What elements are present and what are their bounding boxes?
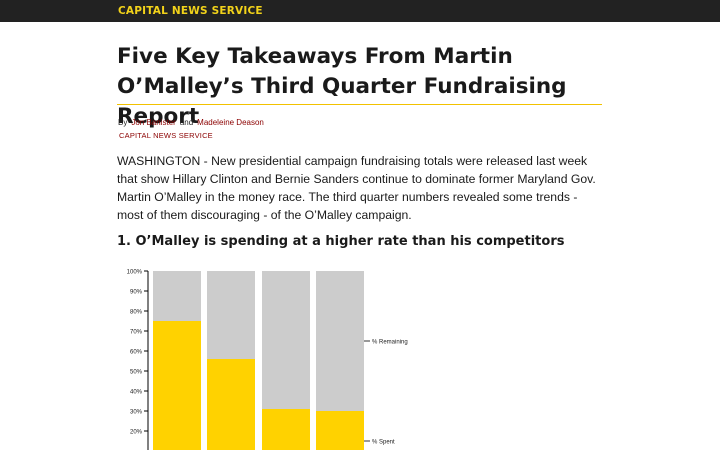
spending-chart: 100% 90% 80% 70% 60% 50% 40% 30% 20% % Remaining%… <box>127 270 408 450</box>
y-tick-label: 50% <box>130 370 143 376</box>
bar-remaining <box>207 271 255 359</box>
author-link-1[interactable]: Jon Banister <box>131 118 176 127</box>
y-tick-label: 20% <box>130 430 143 436</box>
legend-label-remaining: % Remaining <box>372 340 408 346</box>
article-lede: WASHINGTON - New presidential campaign f… <box>117 154 596 222</box>
section-heading: 1. O’Malley is spending at a higher rate… <box>117 234 565 249</box>
y-tick-label: 40% <box>130 390 143 396</box>
y-tick-label: 100% <box>127 270 143 276</box>
bar-remaining <box>316 271 364 411</box>
outlet-link[interactable]: CAPITAL NEWS SERVICE <box>119 131 213 140</box>
byline-and: and <box>179 118 194 127</box>
bar-spent <box>207 359 255 450</box>
bar-remaining <box>262 271 310 409</box>
bar-spent <box>153 321 201 450</box>
y-tick-label: 80% <box>130 310 143 316</box>
byline: By Jon Banister and Madeleine Deason <box>118 118 268 127</box>
byline-prefix: By <box>118 118 128 127</box>
bar-spent <box>262 409 310 450</box>
author-link-2[interactable]: Madeleine Deason <box>197 118 264 127</box>
y-tick-label: 90% <box>130 290 143 296</box>
y-tick-label: 60% <box>130 350 143 356</box>
legend-label-spent: % Spent <box>372 440 395 446</box>
y-tick-label: 30% <box>130 410 143 416</box>
title-divider <box>117 104 602 105</box>
y-tick-label: 70% <box>130 330 143 336</box>
bar-remaining <box>153 271 201 321</box>
article-title: Five Key Takeaways From Martin O’Malley’… <box>117 44 567 129</box>
bar-spent <box>316 411 364 450</box>
top-bar: CAPITAL NEWS SERVICE <box>0 0 720 22</box>
site-logo[interactable]: CAPITAL NEWS SERVICE <box>118 5 263 17</box>
